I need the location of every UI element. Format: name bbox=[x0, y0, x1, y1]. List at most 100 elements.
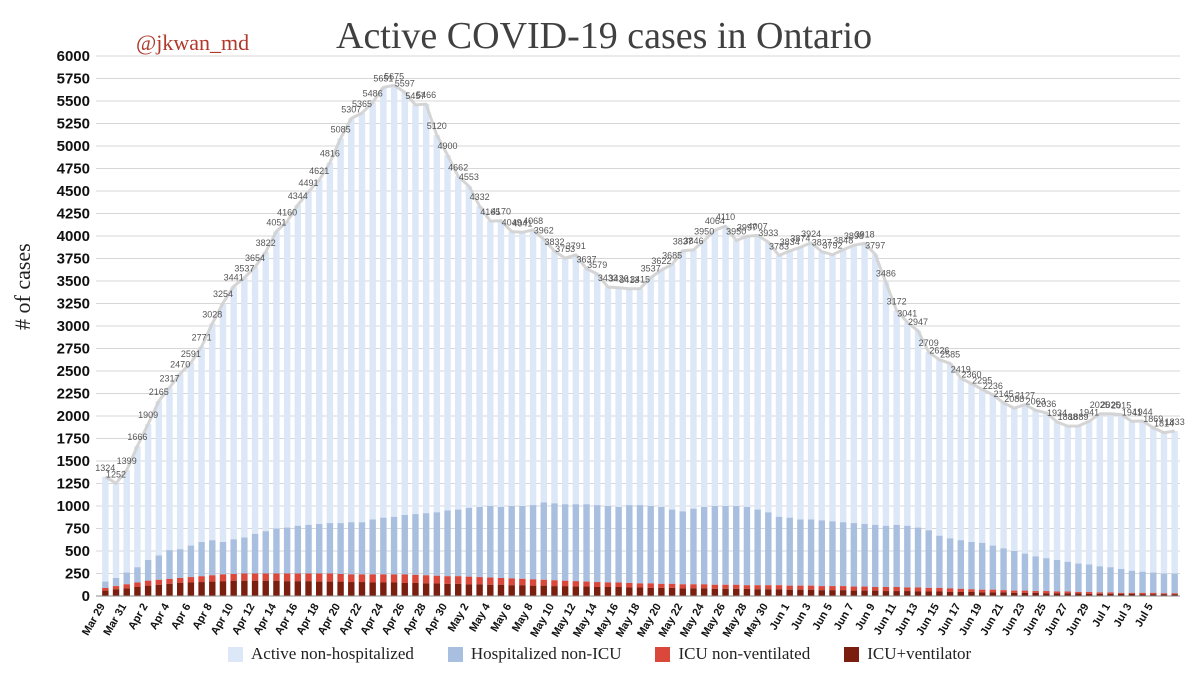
data-label: 3827 bbox=[812, 238, 832, 248]
bar-icu-non-ventilated bbox=[112, 586, 120, 590]
bar-icu-non-ventilated bbox=[914, 587, 922, 592]
bar-active-non-hospitalized bbox=[1064, 426, 1071, 562]
bar-icu-non-ventilated bbox=[1171, 593, 1178, 595]
bar-active-non-hospitalized bbox=[476, 206, 483, 507]
bar-active-non-hospitalized bbox=[968, 383, 975, 542]
bar-icu-non-ventilated bbox=[337, 573, 344, 582]
legend-label-active: Active non-hospitalized bbox=[251, 644, 414, 663]
bar-active-non-hospitalized bbox=[380, 87, 387, 518]
bar-hospitalized-non-icu bbox=[1160, 573, 1168, 594]
data-label: 3654 bbox=[245, 253, 265, 263]
bar-icu-non-ventilated bbox=[861, 586, 868, 591]
bar-hospitalized-non-icu bbox=[700, 506, 708, 585]
bar-icu-non-ventilated bbox=[1150, 592, 1157, 595]
bar-active-non-hospitalized bbox=[754, 235, 761, 510]
chart-title: Active COVID-19 cases in Ontario bbox=[336, 15, 873, 57]
y-tick-label: 1000 bbox=[57, 498, 90, 515]
bar-icu-non-ventilated bbox=[102, 587, 109, 591]
bar-icu-ventilator bbox=[743, 588, 751, 596]
bar-icu-ventilator bbox=[594, 587, 601, 596]
bar-hospitalized-non-icu bbox=[658, 506, 665, 584]
bar-active-non-hospitalized bbox=[508, 231, 515, 506]
bar-active-non-hospitalized bbox=[1160, 432, 1168, 574]
x-tick-label: Jun 7 bbox=[832, 602, 857, 633]
bar-icu-non-ventilated bbox=[872, 587, 879, 591]
data-label: 3898 bbox=[844, 231, 864, 241]
bar-hospitalized-non-icu bbox=[187, 545, 195, 578]
data-label: 4662 bbox=[448, 162, 468, 172]
data-label: 2127 bbox=[1015, 391, 1035, 401]
bar-icu-non-ventilated bbox=[647, 583, 654, 588]
bar-active-non-hospitalized bbox=[786, 250, 793, 518]
bar-hospitalized-non-icu bbox=[144, 560, 152, 581]
data-label: 2317 bbox=[159, 374, 179, 384]
data-label: 5120 bbox=[427, 121, 447, 131]
bar-hospitalized-non-icu bbox=[679, 511, 686, 585]
bar-hospitalized-non-icu bbox=[294, 525, 302, 574]
bar-icu-non-ventilated bbox=[529, 579, 537, 586]
bar-icu-non-ventilated bbox=[283, 573, 291, 582]
bar-hospitalized-non-icu bbox=[978, 542, 986, 590]
bar-icu-non-ventilated bbox=[1128, 592, 1136, 594]
bar-icu-non-ventilated bbox=[134, 582, 141, 587]
data-label: 3837 bbox=[673, 237, 693, 247]
bar-active-non-hospitalized bbox=[176, 373, 184, 550]
bar-active-non-hospitalized bbox=[294, 205, 302, 526]
bar-hospitalized-non-icu bbox=[936, 535, 943, 588]
y-tick-label: 0 bbox=[82, 588, 90, 605]
bar-hospitalized-non-icu bbox=[497, 506, 505, 578]
bar-icu-non-ventilated bbox=[305, 573, 312, 582]
bar-active-non-hospitalized bbox=[273, 231, 280, 529]
data-label: 3997 bbox=[737, 222, 757, 232]
data-label: 2585 bbox=[940, 349, 960, 359]
bar-icu-non-ventilated bbox=[198, 576, 205, 583]
legend-label-ventilator: ICU+ventilator bbox=[867, 644, 972, 663]
bar-icu-ventilator bbox=[529, 585, 537, 596]
bar-icu-ventilator bbox=[455, 583, 462, 596]
bar-icu-non-ventilated bbox=[679, 584, 686, 589]
bar-icu-ventilator bbox=[305, 581, 312, 596]
bar-icu-ventilator bbox=[444, 583, 451, 596]
bar-icu-ventilator bbox=[561, 586, 569, 596]
y-tick-label: 250 bbox=[65, 566, 90, 583]
author-handle: @jkwan_md bbox=[136, 30, 250, 55]
bar-icu-ventilator bbox=[209, 581, 216, 596]
bar-icu-non-ventilated bbox=[839, 586, 847, 591]
bar-active-non-hospitalized bbox=[241, 277, 248, 538]
bar-icu-ventilator bbox=[422, 583, 430, 596]
bar-active-non-hospitalized bbox=[733, 240, 740, 506]
bar-active-non-hospitalized bbox=[455, 176, 462, 510]
bar-icu-ventilator bbox=[1128, 593, 1136, 596]
data-label: 3486 bbox=[876, 268, 896, 278]
bar-active-non-hospitalized bbox=[401, 92, 408, 516]
bar-active-non-hospitalized bbox=[668, 264, 676, 510]
bar-hospitalized-non-icu bbox=[615, 506, 622, 583]
bar-icu-non-ventilated bbox=[390, 574, 398, 583]
bar-hospitalized-non-icu bbox=[1107, 567, 1114, 593]
bar-icu-ventilator bbox=[1096, 593, 1104, 596]
bar-hospitalized-non-icu bbox=[305, 524, 312, 574]
bar-icu-non-ventilated bbox=[316, 573, 323, 582]
bar-icu-non-ventilated bbox=[583, 581, 590, 587]
bar-icu-ventilator bbox=[487, 584, 494, 596]
bar-icu-ventilator bbox=[754, 589, 761, 596]
bar-icu-non-ventilated bbox=[690, 584, 697, 589]
bar-icu-ventilator bbox=[144, 585, 152, 596]
data-label: 4041 bbox=[512, 218, 532, 228]
bar-active-non-hospitalized bbox=[1053, 421, 1061, 560]
x-tick-label: Jun 3 bbox=[789, 602, 814, 633]
bar-active-non-hospitalized bbox=[925, 352, 932, 531]
bar-active-non-hospitalized bbox=[626, 288, 633, 506]
bar-hospitalized-non-icu bbox=[872, 524, 879, 587]
bar-hospitalized-non-icu bbox=[647, 506, 654, 584]
data-label: 4332 bbox=[470, 192, 490, 202]
bar-hospitalized-non-icu bbox=[668, 509, 676, 584]
bar-icu-ventilator bbox=[1053, 593, 1061, 596]
bar-icu-ventilator bbox=[1171, 594, 1178, 596]
data-label: 1399 bbox=[117, 456, 137, 466]
bar-hospitalized-non-icu bbox=[1150, 572, 1157, 593]
bar-active-non-hospitalized bbox=[636, 288, 644, 506]
bar-icu-non-ventilated bbox=[326, 573, 334, 582]
y-tick-label: 1250 bbox=[57, 476, 90, 493]
legend-item-ventilator: ICU+ventilator bbox=[844, 644, 971, 664]
